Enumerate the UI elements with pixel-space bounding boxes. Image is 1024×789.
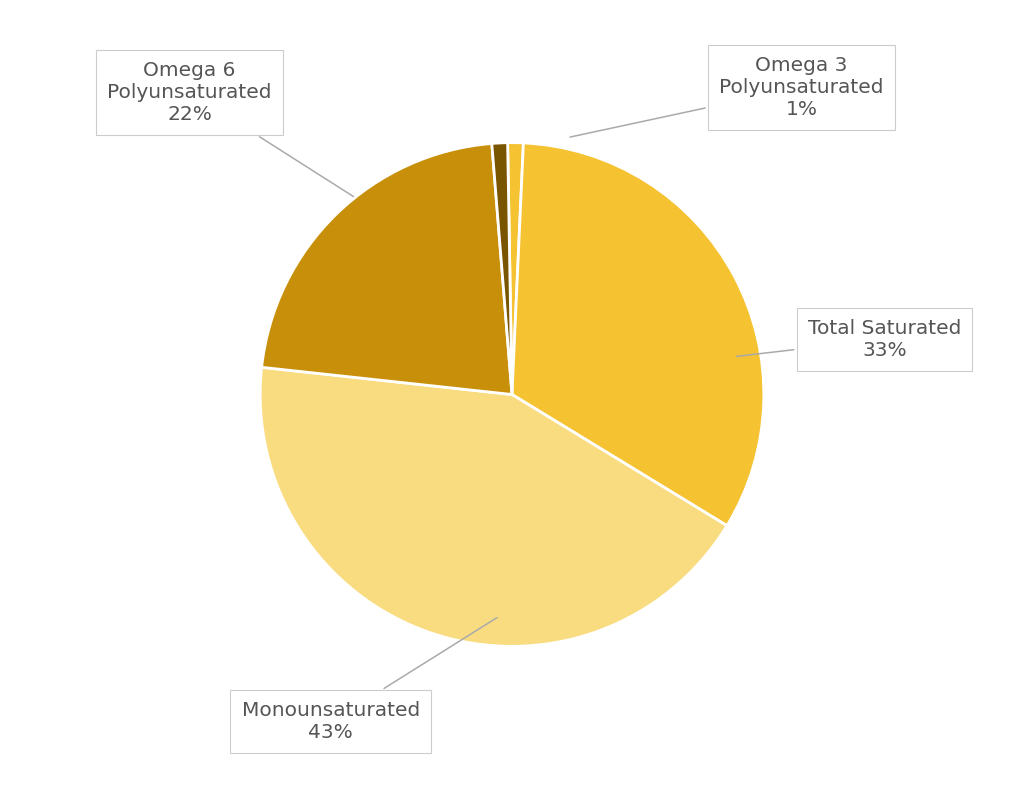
- Wedge shape: [508, 143, 523, 394]
- Text: Omega 3
Polyunsaturated
1%: Omega 3 Polyunsaturated 1%: [570, 56, 884, 137]
- Text: Monounsaturated
43%: Monounsaturated 43%: [242, 618, 497, 742]
- Text: Total Saturated
33%: Total Saturated 33%: [736, 319, 962, 360]
- Wedge shape: [512, 143, 764, 525]
- Wedge shape: [260, 368, 727, 646]
- Text: Omega 6
Polyunsaturated
22%: Omega 6 Polyunsaturated 22%: [108, 61, 353, 196]
- Wedge shape: [492, 143, 512, 394]
- Wedge shape: [262, 144, 512, 394]
